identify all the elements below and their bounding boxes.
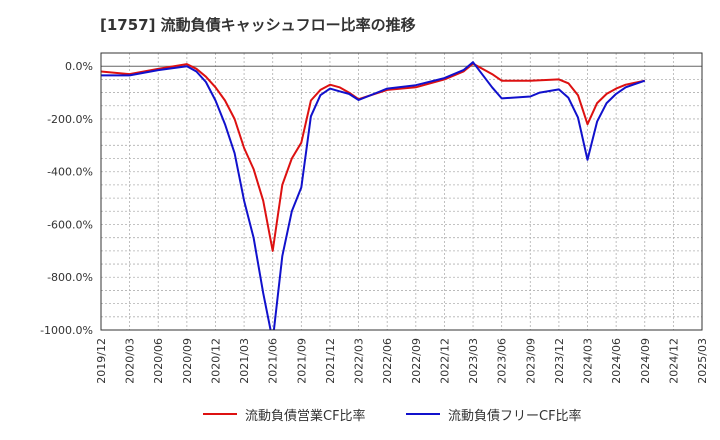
plot-frame xyxy=(100,52,703,331)
x-tick-label: 2020/12 xyxy=(209,338,222,384)
x-tick-label: 2020/09 xyxy=(181,338,194,384)
y-tick-label: 0.0% xyxy=(65,60,93,73)
x-tick-label: 2021/03 xyxy=(238,338,251,384)
series-layer xyxy=(101,61,646,330)
legend-label: 流動負債フリーCF比率 xyxy=(448,408,582,424)
y-tick-label: -200.0% xyxy=(47,113,93,126)
legend-label: 流動負債営業CF比率 xyxy=(245,408,366,424)
x-tick-label: 2022/06 xyxy=(381,338,394,384)
x-tick-label: 2024/09 xyxy=(639,338,652,384)
plot-area xyxy=(101,53,702,330)
y-tick-label: -400.0% xyxy=(47,166,93,179)
x-tick-label: 2025/03 xyxy=(696,338,709,384)
x-tick-label: 2020/06 xyxy=(152,338,165,384)
y-axis: 0.0% -200.0% -400.0% -600.0% -800.0% -1000.0% xyxy=(40,60,93,337)
y-tick-label: -600.0% xyxy=(47,218,93,231)
series-line-operating-cf xyxy=(101,62,646,252)
x-tick-label: 2023/09 xyxy=(524,338,537,384)
x-tick-label: 2023/03 xyxy=(467,338,480,384)
x-tick-label: 2024/03 xyxy=(582,338,595,384)
x-tick-label: 2022/12 xyxy=(438,338,451,384)
y-tick-label: -1000.0% xyxy=(40,324,93,337)
legend-item-operating-cf: 流動負債営業CF比率 xyxy=(203,404,366,424)
x-axis: 2019/12 2020/03 2020/06 2020/09 2020/12 2021/… xyxy=(95,338,709,384)
y-tick-label: -800.0% xyxy=(47,271,93,284)
x-tick-label: 2020/03 xyxy=(124,338,137,384)
grid xyxy=(101,53,702,330)
x-tick-label: 2021/09 xyxy=(295,338,308,384)
series-line-free-cf xyxy=(101,61,646,330)
x-tick-label: 2022/09 xyxy=(410,338,423,384)
x-tick-label: 2024/06 xyxy=(610,338,623,384)
legend-swatch xyxy=(203,413,237,415)
x-tick-label: 2024/12 xyxy=(667,338,680,384)
x-tick-label: 2021/06 xyxy=(267,338,280,384)
x-tick-label: 2021/12 xyxy=(324,338,337,384)
x-tick-label: 2022/03 xyxy=(353,338,366,384)
x-tick-label: 2023/06 xyxy=(496,338,509,384)
x-tick-label: 2019/12 xyxy=(95,338,108,384)
legend-swatch xyxy=(406,413,440,415)
x-tick-label: 2023/12 xyxy=(553,338,566,384)
legend-item-free-cf: 流動負債フリーCF比率 xyxy=(406,404,582,424)
chart-title: [1757] 流動負債キャッシュフロー比率の推移 xyxy=(100,16,416,34)
